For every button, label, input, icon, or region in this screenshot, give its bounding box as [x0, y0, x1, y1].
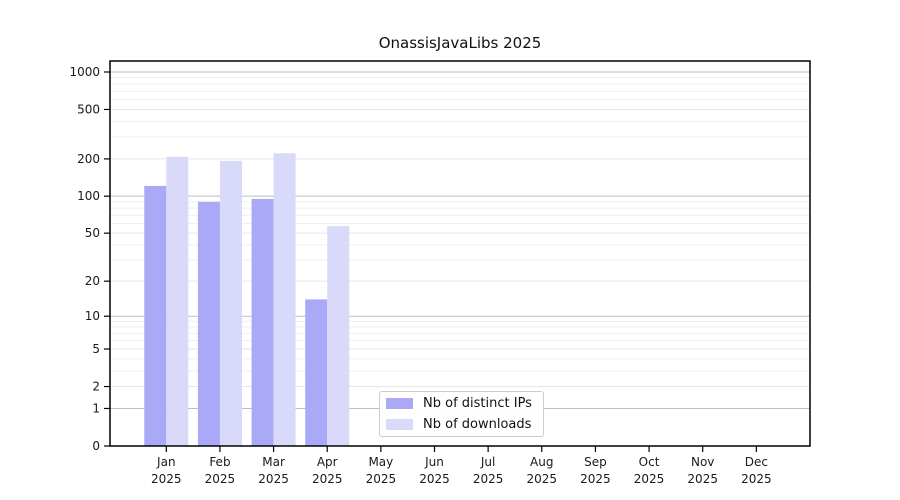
y-tick-label: 100 — [77, 189, 100, 203]
y-tick-label: 50 — [85, 226, 100, 240]
chart-title: OnassisJavaLibs 2025 — [378, 34, 542, 52]
axes-border — [109, 60, 811, 447]
x-tick-label-year: 2025 — [634, 472, 665, 486]
bar-mar-distinct-ips — [251, 198, 274, 446]
x-tick-label-month: Jan — [156, 455, 176, 469]
bar-feb-distinct-ips — [197, 201, 220, 446]
x-tick-label-month: Jun — [424, 455, 444, 469]
legend-swatch-distinct-ips — [386, 398, 413, 409]
x-tick-label-year: 2025 — [687, 472, 718, 486]
y-tick-label: 2 — [92, 380, 100, 394]
x-tick-label-month: Apr — [317, 455, 338, 469]
y-tick-label: 20 — [85, 274, 100, 288]
x-tick-label-year: 2025 — [741, 472, 772, 486]
x-tick-label-year: 2025 — [366, 472, 397, 486]
y-tick-label: 1000 — [69, 65, 100, 79]
x-tick-label-year: 2025 — [205, 472, 236, 486]
legend-item: Nb of distinct IPs — [386, 395, 537, 413]
x-tick-label-month: Sep — [584, 455, 607, 469]
x-tick-label-year: 2025 — [580, 472, 611, 486]
bar-mar-downloads — [273, 153, 296, 446]
x-tick-label-month: Jul — [480, 455, 495, 469]
y-tick-label: 0 — [92, 439, 100, 453]
legend-label-downloads: Nb of downloads — [423, 417, 532, 432]
bar-apr-distinct-ips — [305, 299, 328, 446]
x-tick-label-month: Nov — [691, 455, 714, 469]
legend-item: Nb of downloads — [386, 416, 537, 434]
x-tick-label-month: Mar — [262, 455, 285, 469]
x-tick-label-month: Oct — [639, 455, 660, 469]
x-tick-label-month: Aug — [530, 455, 553, 469]
x-tick-label-year: 2025 — [473, 472, 504, 486]
legend-label-distinct-ips: Nb of distinct IPs — [423, 396, 532, 411]
x-tick-label-year: 2025 — [258, 472, 289, 486]
bar-feb-downloads — [219, 160, 242, 446]
bar-jan-distinct-ips — [144, 185, 167, 446]
legend: Nb of distinct IPs Nb of downloads — [379, 391, 544, 437]
y-tick-label: 10 — [85, 309, 100, 323]
y-tick-label: 5 — [92, 342, 100, 356]
y-tick-label: 1 — [92, 401, 100, 415]
bar-jan-downloads — [166, 156, 189, 446]
x-tick-label-year: 2025 — [151, 472, 182, 486]
x-tick-label-year: 2025 — [419, 472, 450, 486]
legend-swatch-downloads — [386, 419, 413, 430]
y-tick-label: 500 — [77, 102, 100, 116]
x-tick-label-year: 2025 — [312, 472, 343, 486]
y-tick-label: 200 — [77, 152, 100, 166]
bar-apr-downloads — [327, 226, 350, 446]
x-tick-label-year: 2025 — [527, 472, 558, 486]
x-tick-label-month: May — [368, 455, 393, 469]
x-tick-label-month: Feb — [209, 455, 230, 469]
x-tick-label-month: Dec — [745, 455, 768, 469]
